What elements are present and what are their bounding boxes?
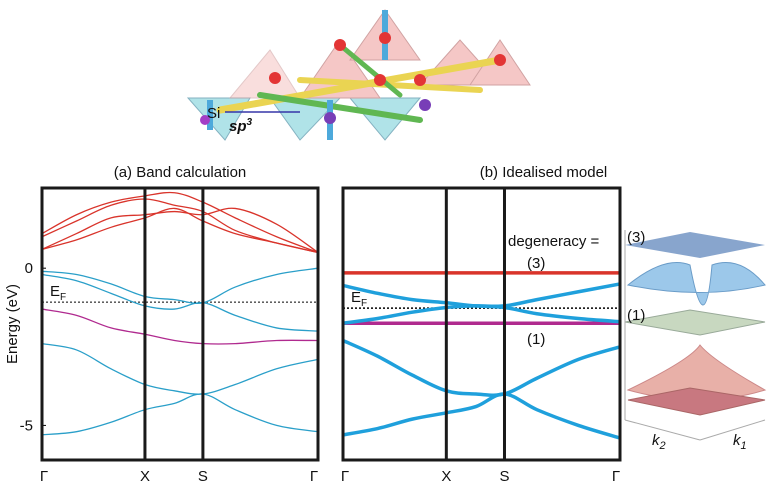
x-tick-label: Γ <box>612 468 620 485</box>
fermi-label-sub: F <box>60 292 66 303</box>
annotation: (3) <box>527 255 545 272</box>
atom-label: Si <box>207 105 220 122</box>
x-tick-label: X <box>140 468 150 485</box>
x-tick-label: Γ <box>341 468 349 485</box>
axis-label: k2 <box>652 432 666 452</box>
fermi-label: EF <box>351 289 367 309</box>
surface-plot <box>624 230 767 441</box>
panel-frame <box>40 186 320 462</box>
orbital-label: sp3 <box>229 117 253 135</box>
fermi-label: EF <box>50 283 66 303</box>
structure <box>186 9 531 141</box>
band-line <box>41 198 319 254</box>
band-line <box>41 343 319 395</box>
y-tick-label: 0 <box>25 260 33 277</box>
x-tick-label: Γ <box>40 468 48 485</box>
panel-frame <box>341 186 622 462</box>
surface-label: (3) <box>627 229 645 246</box>
band-line <box>41 308 319 345</box>
panel-title: (b) Idealised model <box>480 164 608 181</box>
x-tick-label: Γ <box>310 468 318 485</box>
axis-label: k1 <box>733 432 747 452</box>
y-axis-label: Energy (eV) <box>4 284 21 364</box>
band-line <box>342 392 621 440</box>
band-line <box>41 267 319 304</box>
band-line <box>41 393 319 436</box>
surface-label: (1) <box>627 307 645 324</box>
annotation: degeneracy = <box>508 233 600 250</box>
fermi-label-main: E <box>351 289 361 306</box>
x-tick-label: S <box>198 468 208 485</box>
fermi-label-main: E <box>50 283 60 300</box>
y-tick-label: -5 <box>20 417 33 434</box>
band-line <box>41 191 319 254</box>
x-tick-label: X <box>441 468 451 485</box>
band-line <box>41 207 319 253</box>
panel-title: (a) Band calculation <box>114 164 247 181</box>
band-line <box>41 273 319 332</box>
annotation: (1) <box>527 331 545 348</box>
x-tick-label: S <box>499 468 509 485</box>
band-line <box>342 282 621 325</box>
fermi-label-sub: F <box>361 298 367 309</box>
band-line <box>342 338 621 398</box>
